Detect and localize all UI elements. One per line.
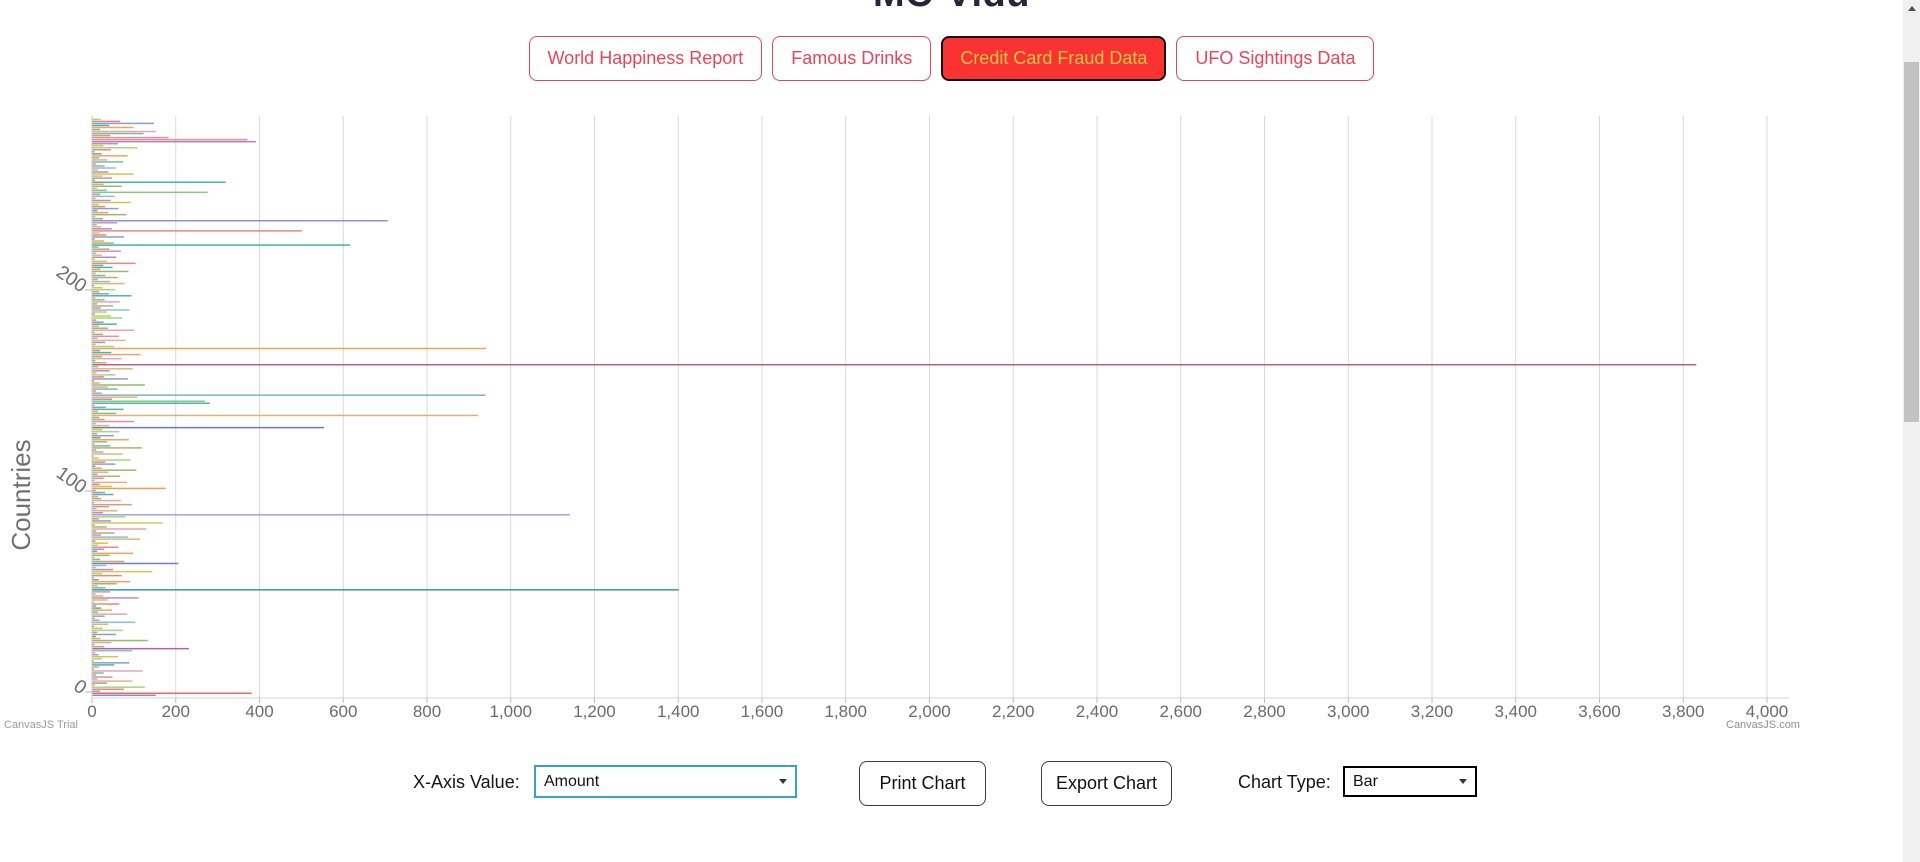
svg-text:1,200: 1,200	[573, 702, 616, 721]
y-axis-title: Countries	[6, 439, 36, 550]
gridlines	[175, 116, 1768, 698]
svg-text:1,600: 1,600	[741, 702, 784, 721]
scrollbar-thumb[interactable]	[1904, 62, 1919, 422]
print-chart-button[interactable]: Print Chart	[859, 761, 986, 806]
y-axis-tick-labels: 0 100 200	[52, 262, 90, 699]
tab-famous-drinks[interactable]: Famous Drinks	[772, 36, 932, 81]
fraud-amount-bar-chart[interactable]: 0 200 400 600 800 1,000 1,200 1,400 1,600 1,800 2,…	[0, 95, 1900, 743]
export-chart-button[interactable]: Export Chart	[1041, 761, 1172, 806]
svg-text:2,800: 2,800	[1243, 702, 1286, 721]
svg-text:800: 800	[413, 702, 441, 721]
svg-text:3,800: 3,800	[1662, 702, 1705, 721]
scrollbar-up-button[interactable]	[1903, 0, 1920, 17]
svg-text:2,200: 2,200	[992, 702, 1035, 721]
svg-text:4,000: 4,000	[1746, 702, 1789, 721]
canvasjs-trial-watermark: CanvasJS Trial	[4, 719, 78, 731]
svg-text:3,400: 3,400	[1494, 702, 1537, 721]
tab-ufo-sightings-data[interactable]: UFO Sightings Data	[1176, 36, 1375, 81]
svg-text:200: 200	[162, 702, 190, 721]
x-axis-value-label: X-Axis Value:	[413, 772, 520, 792]
svg-text:100: 100	[52, 463, 90, 498]
x-axis-selected-option: Amount	[544, 772, 600, 790]
x-axis-value-select[interactable]: Amount	[534, 765, 797, 798]
chevron-down-icon	[1459, 779, 1467, 784]
chart-type-select[interactable]: Bar	[1343, 766, 1477, 797]
chart-type-selected-option: Bar	[1353, 772, 1378, 790]
canvasjs-credit-link[interactable]: CanvasJS.com	[1726, 719, 1800, 731]
tab-credit-card-fraud-data[interactable]: Credit Card Fraud Data	[941, 36, 1167, 81]
svg-text:2,600: 2,600	[1159, 702, 1202, 721]
svg-text:3,000: 3,000	[1327, 702, 1370, 721]
tab-world-happiness-report[interactable]: World Happiness Report	[528, 36, 763, 81]
svg-text:1,400: 1,400	[657, 702, 700, 721]
svg-text:3,200: 3,200	[1411, 702, 1454, 721]
svg-text:0: 0	[87, 702, 96, 721]
bar-series[interactable]	[92, 118, 1697, 697]
vertical-scrollbar[interactable]	[1903, 0, 1920, 862]
chart-type-label: Chart Type:	[1238, 772, 1331, 792]
dataset-tab-bar: World Happiness Report Famous Drinks Cre…	[0, 36, 1903, 81]
svg-text:600: 600	[329, 702, 357, 721]
arrow-up-icon	[1907, 6, 1916, 11]
svg-text:Countries: Countries	[6, 439, 36, 550]
svg-text:3,600: 3,600	[1578, 702, 1621, 721]
x-axis-tick-labels: 0 200 400 600 800 1,000 1,200 1,400 1,600 1,800 2,…	[87, 702, 1788, 721]
svg-text:2,000: 2,000	[908, 702, 951, 721]
svg-text:0: 0	[69, 676, 90, 699]
svg-text:200: 200	[52, 262, 90, 297]
svg-text:1,000: 1,000	[489, 702, 532, 721]
svg-text:400: 400	[245, 702, 273, 721]
chevron-down-icon	[779, 779, 787, 784]
svg-text:2,400: 2,400	[1076, 702, 1119, 721]
app-title: MC-Vidu	[0, 0, 1903, 16]
axes	[85, 116, 1789, 703]
svg-text:1,800: 1,800	[824, 702, 867, 721]
